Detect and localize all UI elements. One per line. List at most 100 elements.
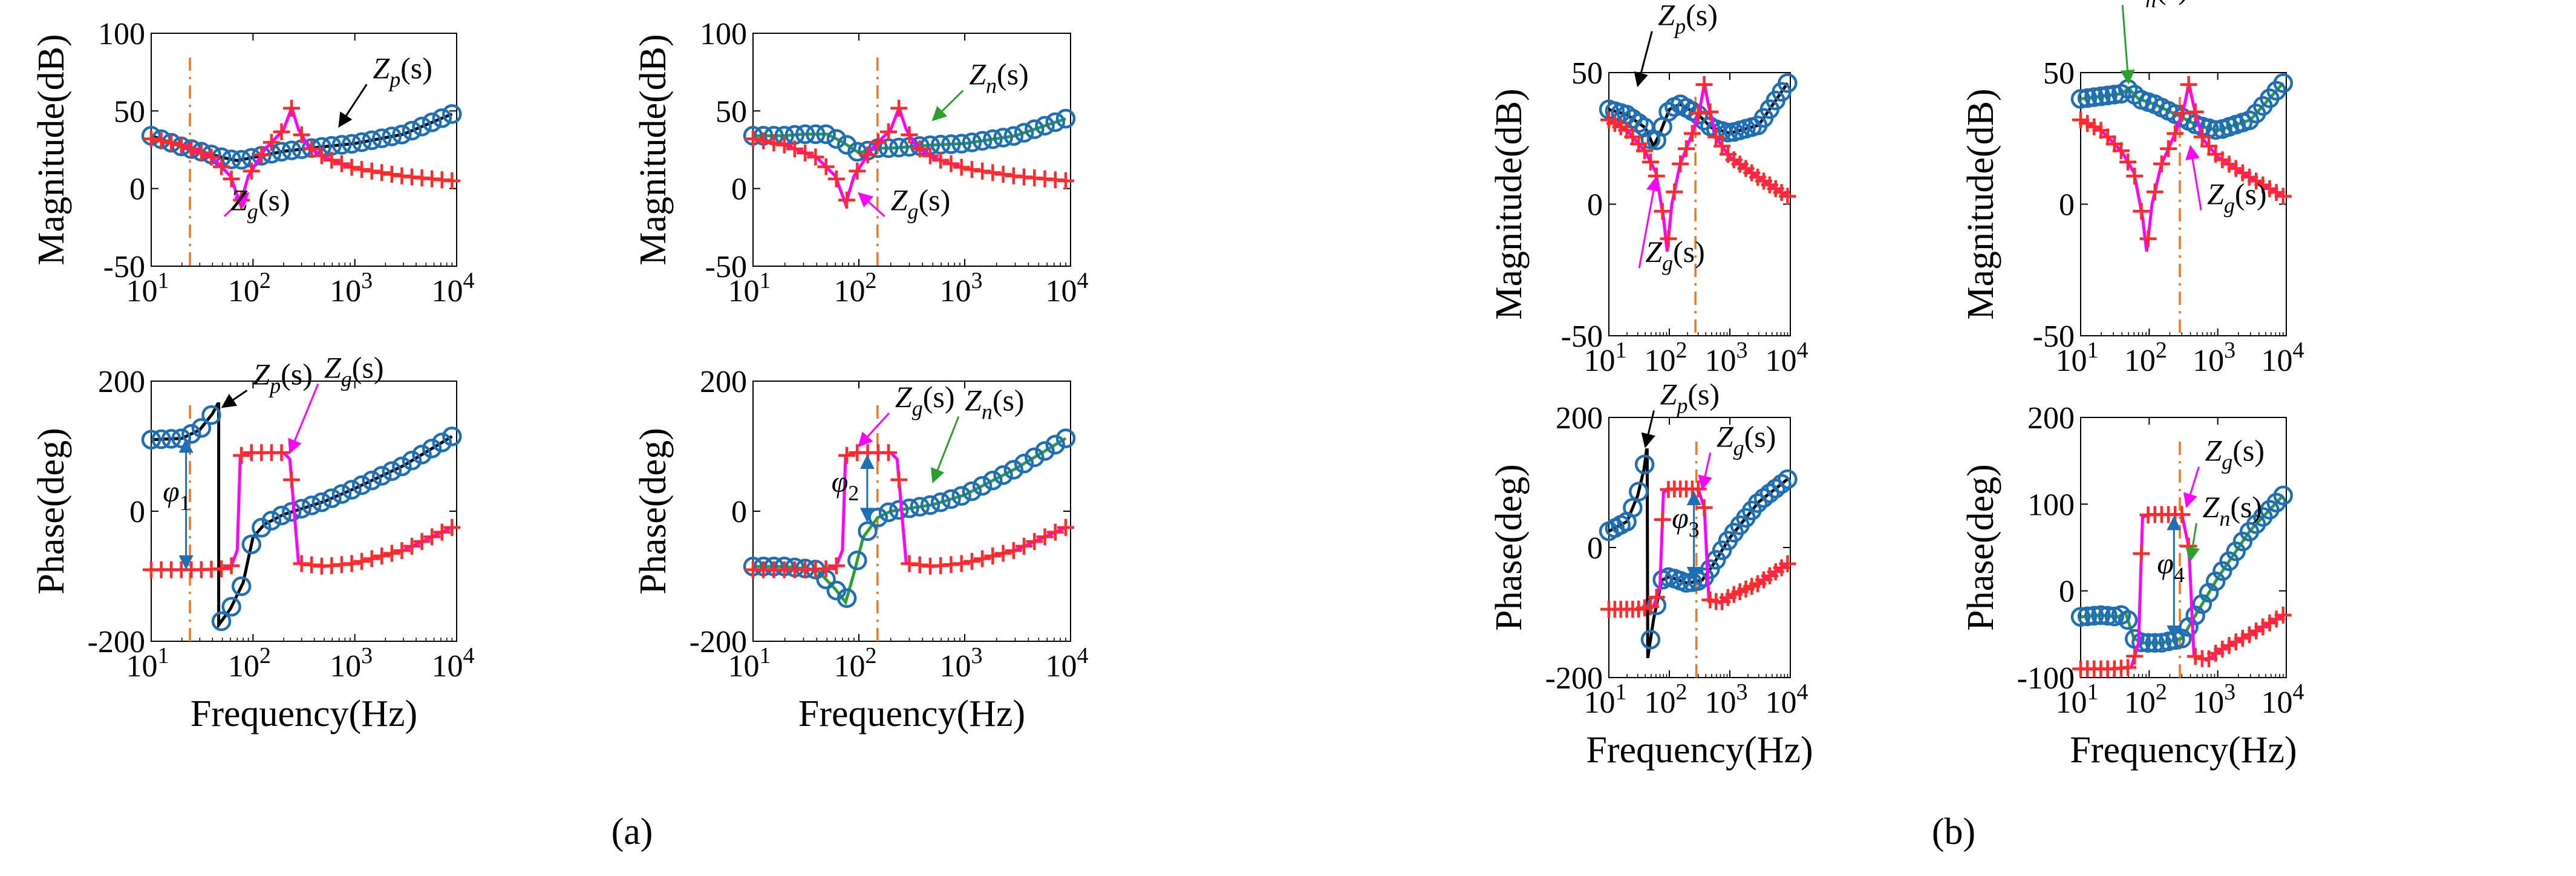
data-marker-zp bbox=[342, 480, 362, 500]
data-marker-zp bbox=[281, 502, 302, 522]
x-tick-exp: 4 bbox=[463, 643, 475, 668]
data-marker-zp bbox=[191, 418, 212, 438]
series-zg bbox=[745, 99, 1074, 209]
label-suffix: (s) bbox=[400, 51, 432, 85]
series-zn bbox=[2070, 73, 2294, 140]
series-zg bbox=[745, 444, 1074, 578]
label-arrow bbox=[931, 416, 960, 483]
y-tick-label: 0 bbox=[731, 172, 747, 207]
data-marker-zp bbox=[392, 125, 412, 145]
data-marker-zp bbox=[1766, 479, 1785, 498]
label-suffix: (s) bbox=[1673, 235, 1705, 269]
data-marker-zp bbox=[151, 429, 171, 449]
y-tick-label: 0 bbox=[2059, 188, 2075, 223]
data-marker-zp bbox=[351, 132, 372, 152]
label-main: Z bbox=[891, 183, 908, 217]
chart-b3: 101 102 103 1042000-200Phase(deg)Frequency(… bbox=[1489, 378, 1813, 771]
y-axis-label: Magnitude(dB) bbox=[1960, 88, 2001, 319]
label-suffix: (s) bbox=[918, 183, 950, 217]
y-tick-label: -200 bbox=[690, 625, 747, 659]
data-marker-zn bbox=[993, 465, 1013, 485]
x-tick-label: 104 bbox=[1046, 643, 1089, 684]
data-marker-zp bbox=[1628, 482, 1649, 502]
label-arrow bbox=[931, 90, 964, 122]
data-marker-zp bbox=[231, 576, 252, 597]
series-label-Zn: Zn(s) bbox=[969, 57, 1029, 98]
data-marker-zp bbox=[221, 149, 241, 169]
y-tick-label: 0 bbox=[731, 495, 747, 529]
data-marker-zn bbox=[2212, 561, 2232, 581]
label-suffix: (s) bbox=[2230, 490, 2262, 524]
label-arrow bbox=[2185, 523, 2200, 562]
x-tick-exp: 3 bbox=[1736, 338, 1748, 363]
data-marker-zn bbox=[889, 137, 909, 158]
data-marker-zn bbox=[878, 502, 899, 523]
data-marker-zn bbox=[1055, 108, 1076, 129]
series-zg bbox=[2072, 506, 2292, 678]
y-tick-label: -50 bbox=[705, 250, 747, 284]
x-tick-label: 102 bbox=[2124, 679, 2167, 720]
x-tick-exp: 2 bbox=[866, 268, 877, 293]
axes-frame bbox=[151, 33, 457, 267]
label-main: Z bbox=[2128, 0, 2146, 5]
label-sub: n bbox=[2219, 506, 2230, 531]
label-main: Z bbox=[2205, 434, 2222, 468]
x-tick-exp: 2 bbox=[259, 268, 271, 293]
label-arrow bbox=[2183, 466, 2200, 508]
data-marker-zn bbox=[962, 132, 982, 152]
phi-sub: 2 bbox=[848, 481, 859, 505]
data-marker-zn bbox=[2098, 85, 2118, 106]
y-axis-label: Magnitude(dB) bbox=[1489, 88, 1530, 319]
x-tick-label: 103 bbox=[330, 643, 373, 684]
data-marker-zn bbox=[1025, 119, 1045, 139]
data-marker-zn bbox=[2084, 87, 2104, 107]
y-axis-label: Phase(deg) bbox=[31, 428, 72, 594]
x-tick-label: 104 bbox=[2261, 679, 2304, 720]
x-tick-label: 104 bbox=[1046, 268, 1089, 309]
data-marker-zp bbox=[331, 135, 352, 155]
label-sub: p bbox=[388, 67, 400, 91]
y-axis-label: Phase(deg) bbox=[633, 428, 674, 594]
chart-a3: 101 102 103 1042000-200Phase(deg)Frequency(… bbox=[31, 351, 475, 734]
phi-label: φ1 bbox=[163, 474, 191, 515]
data-marker-zn bbox=[2070, 89, 2091, 109]
x-tick-label: 104 bbox=[1766, 338, 1808, 378]
data-marker-zp bbox=[141, 430, 161, 449]
x-tick-exp: 3 bbox=[971, 268, 983, 293]
series-zg bbox=[143, 99, 461, 209]
x-tick-exp: 2 bbox=[2156, 338, 2167, 363]
label-sub: n bbox=[2145, 0, 2156, 12]
phi-label: φ2 bbox=[832, 465, 859, 505]
data-marker-zn bbox=[2098, 606, 2118, 626]
data-marker-zp bbox=[432, 433, 452, 453]
series-zp bbox=[1599, 73, 1798, 151]
series-zg bbox=[1600, 480, 1796, 618]
label-arrow bbox=[858, 192, 885, 217]
data-marker-zn bbox=[910, 497, 930, 517]
label-suffix: (s) bbox=[281, 357, 313, 391]
label-sub: n bbox=[986, 74, 997, 98]
data-marker-zp bbox=[1747, 493, 1768, 513]
x-axis-label: Frequency(Hz) bbox=[2070, 730, 2297, 771]
label-main: Z bbox=[373, 51, 390, 85]
y-tick-label: 50 bbox=[114, 94, 145, 129]
data-marker-zn bbox=[836, 588, 857, 608]
series-label-Zg: Zg(s) bbox=[891, 183, 951, 224]
x-axis-label: Frequency(Hz) bbox=[1586, 730, 1813, 771]
label-sub: g bbox=[2224, 194, 2235, 218]
data-marker-zp bbox=[1772, 474, 1792, 494]
data-marker-zn bbox=[930, 492, 951, 512]
data-marker-zp bbox=[1634, 454, 1655, 475]
label-main: Z bbox=[2207, 177, 2225, 211]
x-tick-exp: 1 bbox=[760, 268, 771, 293]
data-marker-zp bbox=[1640, 629, 1661, 650]
data-marker-zp bbox=[362, 470, 382, 491]
data-marker-zp bbox=[1778, 469, 1798, 489]
data-marker-zn bbox=[2205, 571, 2226, 592]
x-tick-exp: 1 bbox=[1616, 679, 1627, 705]
series-label-Zp: Zp(s) bbox=[373, 51, 432, 91]
data-marker-zn bbox=[2273, 485, 2294, 506]
x-tick-label: 102 bbox=[834, 643, 877, 684]
series-label-Zg: Zg(s) bbox=[1645, 235, 1705, 275]
data-marker-zn bbox=[795, 124, 815, 145]
